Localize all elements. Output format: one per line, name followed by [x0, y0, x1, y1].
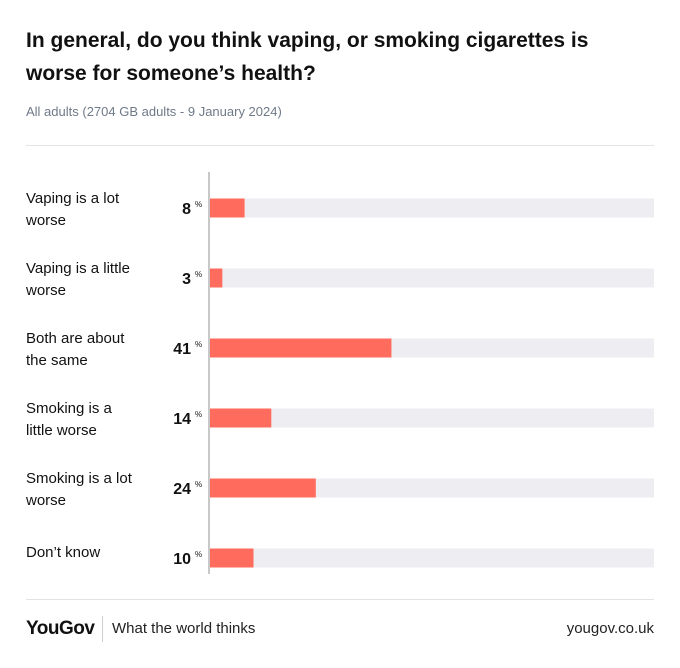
percent-sign: %	[195, 200, 202, 209]
footer-tagline: What the world thinks	[112, 620, 256, 637]
bar	[209, 408, 272, 428]
bar	[209, 268, 223, 288]
footer-separator	[102, 616, 103, 642]
percent-sign: %	[195, 480, 202, 489]
bottom-divider	[26, 599, 654, 600]
category-label: Vaping is a little worse	[25, 260, 130, 299]
value-label: 41	[173, 341, 191, 358]
chart-title: In general, do you think vaping, or smok…	[26, 29, 589, 85]
value-label: 10	[173, 551, 191, 568]
bar	[209, 548, 254, 568]
category-label: Both are about the same	[26, 330, 125, 369]
footer: YouGov What the world thinks yougov.co.u…	[26, 616, 654, 644]
category-label: Vaping is a lot worse	[25, 190, 120, 229]
value-label: 24	[173, 481, 191, 498]
bar-track	[209, 268, 654, 288]
category-label: Smoking is a lot worse	[25, 470, 133, 509]
bar-track	[209, 548, 654, 568]
percent-sign: %	[195, 270, 202, 279]
bar	[209, 478, 316, 498]
footer-site-link[interactable]: yougov.co.uk	[566, 620, 654, 637]
bar	[209, 338, 392, 358]
percent-sign: %	[195, 550, 202, 559]
bar-chart: Vaping is a lot worse 8 % Vaping is a little…	[25, 172, 654, 574]
chart-subtitle: All adults (2704 GB adults - 9 January 2…	[26, 104, 282, 119]
value-label: 3	[182, 271, 191, 288]
bar-track	[209, 408, 654, 428]
percent-sign: %	[195, 340, 202, 349]
category-label: Smoking is a little worse	[26, 400, 113, 439]
value-label: 8	[182, 201, 191, 218]
bar	[209, 198, 245, 218]
percent-sign: %	[195, 410, 202, 419]
category-label: Don’t know	[26, 544, 100, 561]
top-divider	[26, 145, 654, 146]
yougov-logo: YouGov	[26, 618, 95, 639]
bar-track	[209, 198, 654, 218]
bar-track	[209, 478, 654, 498]
value-label: 14	[173, 411, 191, 428]
